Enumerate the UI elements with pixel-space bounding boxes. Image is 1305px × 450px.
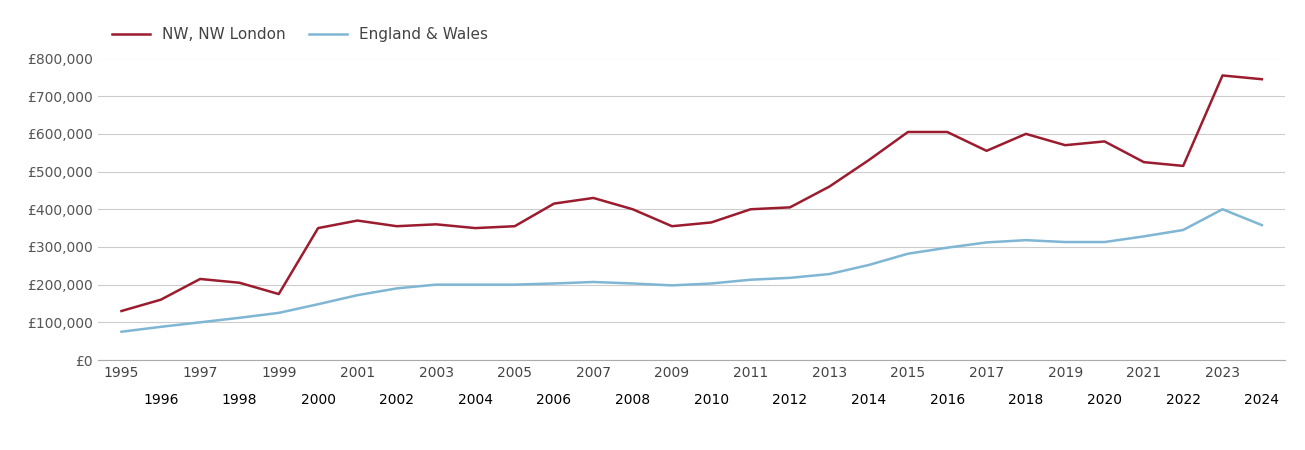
NW, NW London [350,218,365,223]
NW, NW London [782,205,797,210]
England & Wales [389,286,405,291]
England & Wales [350,292,365,298]
England & Wales [192,320,207,325]
England & Wales [114,329,129,334]
NW, NW London [114,308,129,314]
England & Wales [1137,234,1152,239]
England & Wales [782,275,797,280]
England & Wales [743,277,758,283]
NW, NW London [940,129,955,135]
NW, NW London [389,224,405,229]
England & Wales [586,279,602,285]
Line: England & Wales: England & Wales [121,209,1262,332]
NW, NW London [1254,76,1270,82]
England & Wales [900,251,916,256]
NW, NW London [1018,131,1034,136]
NW, NW London [547,201,562,206]
England & Wales [311,302,326,307]
NW, NW London [861,158,877,163]
NW, NW London [506,224,522,229]
England & Wales [1057,239,1073,245]
NW, NW London [311,225,326,231]
NW, NW London [192,276,207,282]
England & Wales [271,310,287,315]
NW, NW London [231,280,247,285]
England & Wales [1176,227,1191,233]
Line: NW, NW London: NW, NW London [121,76,1262,311]
England & Wales [1018,238,1034,243]
England & Wales [231,315,247,320]
NW, NW London [1176,163,1191,169]
NW, NW London [1215,73,1231,78]
England & Wales [467,282,483,287]
England & Wales [979,240,994,245]
Legend: NW, NW London, England & Wales: NW, NW London, England & Wales [106,21,495,48]
England & Wales [1096,239,1112,245]
NW, NW London [271,291,287,297]
England & Wales [547,281,562,286]
England & Wales [1215,207,1231,212]
England & Wales [664,283,680,288]
England & Wales [703,281,719,286]
England & Wales [861,262,877,268]
England & Wales [821,271,837,277]
NW, NW London [703,220,719,225]
NW, NW London [586,195,602,201]
NW, NW London [1057,143,1073,148]
England & Wales [428,282,444,287]
England & Wales [506,282,522,287]
NW, NW London [428,221,444,227]
NW, NW London [664,224,680,229]
NW, NW London [1096,139,1112,144]
NW, NW London [900,129,916,135]
England & Wales [153,324,168,329]
England & Wales [1254,222,1270,228]
England & Wales [625,281,641,286]
England & Wales [940,245,955,250]
NW, NW London [1137,159,1152,165]
NW, NW London [625,207,641,212]
NW, NW London [153,297,168,302]
NW, NW London [979,148,994,153]
NW, NW London [467,225,483,231]
NW, NW London [743,207,758,212]
NW, NW London [821,184,837,189]
